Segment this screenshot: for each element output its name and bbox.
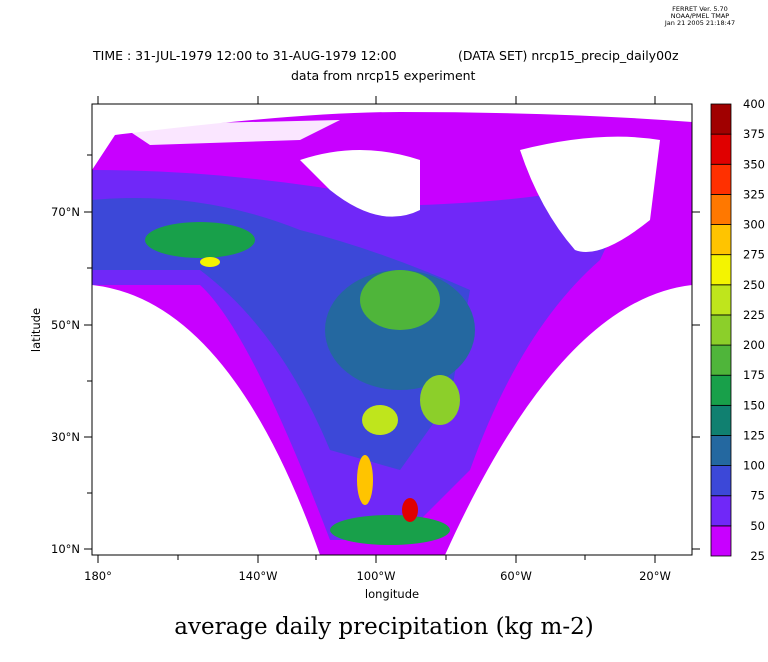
region-200: [420, 375, 460, 425]
colorbar-label: 175: [743, 368, 765, 382]
colorbar-label: 25: [750, 549, 765, 563]
colorbar-swatch: [710, 193, 732, 225]
x-tick-label: 100°W: [356, 569, 395, 583]
colorbar: 25 50 75 100 125 150 175 200 225 250 275 300 325 350 3…: [710, 97, 765, 563]
region-150: [145, 222, 255, 258]
y-axis: 70°N 50°N 30°N 10°N: [51, 154, 700, 556]
x-tick-label: 60°W: [500, 569, 532, 583]
plot-frame: [91, 103, 693, 556]
region-250: [200, 257, 220, 267]
y-tick-label: 30°N: [51, 430, 80, 444]
colorbar-label: 400: [743, 97, 765, 111]
ferret-org: NOAA/PMEL TMAP: [670, 12, 730, 20]
colorbar-swatch: [710, 525, 732, 557]
y-tick-label: 70°N: [51, 205, 80, 219]
colorbar-swatch: [710, 133, 732, 165]
region-275: [357, 455, 373, 505]
colorbar-swatch: [710, 465, 732, 497]
time-header: TIME : 31-JUL-1979 12:00 to 31-AUG-1979 …: [93, 48, 397, 63]
colorbar-swatch: [710, 374, 732, 406]
colorbar-swatch: [710, 284, 732, 316]
y-axis-label: latitude: [29, 308, 43, 352]
dataset-header: (DATA SET) nrcp15_precip_daily00z: [458, 48, 679, 63]
arctic-nodata-2: [120, 120, 340, 145]
region-75: [92, 198, 470, 470]
colorbar-label: 325: [743, 187, 765, 201]
y-tick-label: 50°N: [51, 318, 80, 332]
region-350: [402, 498, 418, 522]
colorbar-label: 125: [743, 428, 765, 442]
precip-field: [92, 112, 692, 555]
colorbar-swatch: [710, 254, 732, 286]
region-225: [362, 405, 398, 435]
ferret-date: Jan 21 2005 21:18:47: [664, 19, 736, 27]
colorbar-label: 275: [743, 248, 765, 262]
plot-title: average daily precipitation (kg m-2): [174, 614, 594, 640]
x-tick-label: 20°W: [639, 569, 671, 583]
colorbar-swatch: [710, 344, 732, 376]
colorbar-label: 350: [743, 157, 765, 171]
colorbar-swatch: [710, 163, 732, 195]
colorbar-label: 50: [750, 519, 765, 533]
colorbar-label: 375: [743, 127, 765, 141]
x-tick-label: 180°: [84, 569, 112, 583]
x-axis: 180° 140°W 100°W 60°W 20°W: [84, 96, 671, 583]
x-tick-label: 140°W: [238, 569, 277, 583]
colorbar-swatch: [710, 224, 732, 256]
region-150b: [330, 515, 450, 545]
colorbar-swatch: [710, 103, 732, 135]
y-tick-label: 10°N: [51, 542, 80, 556]
colorbar-swatch: [710, 314, 732, 346]
ferret-version: FERRET Ver. 5.70: [672, 5, 728, 13]
colorbar-swatch: [710, 404, 732, 436]
colorbar-label: 150: [743, 398, 765, 412]
region-175: [360, 270, 440, 330]
colorbar-label: 75: [750, 489, 765, 503]
x-axis-label: longitude: [365, 587, 419, 601]
colorbar-label: 200: [743, 338, 765, 352]
arctic-nodata: [300, 150, 420, 217]
colorbar-label: 250: [743, 278, 765, 292]
subtitle: data from nrcp15 experiment: [291, 68, 476, 83]
colorbar-swatch: [710, 435, 732, 467]
colorbar-label: 100: [743, 459, 765, 473]
colorbar-swatch: [710, 495, 732, 527]
greenland-nodata: [520, 136, 660, 252]
colorbar-label: 225: [743, 308, 765, 322]
colorbar-label: 300: [743, 218, 765, 232]
